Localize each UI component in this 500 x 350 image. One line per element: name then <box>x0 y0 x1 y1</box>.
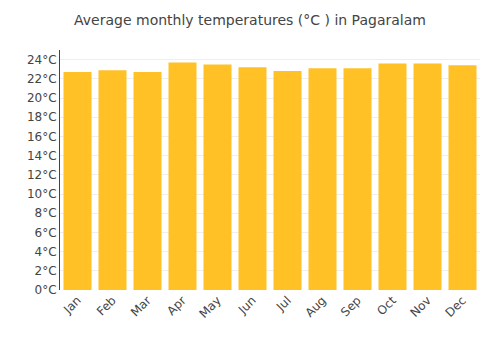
svg-text:Sep: Sep <box>338 293 364 319</box>
svg-text:22°C: 22°C <box>27 72 57 86</box>
svg-text:20°C: 20°C <box>27 91 57 105</box>
svg-text:12°C: 12°C <box>27 168 57 182</box>
svg-text:Apr: Apr <box>164 293 189 318</box>
svg-text:14°C: 14°C <box>27 149 57 163</box>
svg-text:16°C: 16°C <box>27 130 57 144</box>
svg-text:Jan: Jan <box>60 293 84 317</box>
svg-text:May: May <box>196 293 223 320</box>
svg-text:8°C: 8°C <box>35 206 57 220</box>
svg-text:4°C: 4°C <box>35 245 57 259</box>
svg-text:Aug: Aug <box>302 293 328 319</box>
svg-text:10°C: 10°C <box>27 187 57 201</box>
svg-text:0°C: 0°C <box>35 283 57 297</box>
svg-text:Dec: Dec <box>443 293 469 319</box>
svg-text:Jul: Jul <box>273 293 294 314</box>
svg-text:Mar: Mar <box>128 293 154 319</box>
svg-text:24°C: 24°C <box>27 53 57 67</box>
svg-text:Average monthly temperatures (: Average monthly temperatures (°C ) in Pa… <box>74 12 426 28</box>
svg-text:Jun: Jun <box>235 293 259 317</box>
svg-text:Feb: Feb <box>94 293 119 318</box>
svg-text:Nov: Nov <box>407 293 433 319</box>
svg-text:18°C: 18°C <box>27 110 57 124</box>
svg-text:Oct: Oct <box>374 293 399 318</box>
svg-text:6°C: 6°C <box>35 226 57 240</box>
svg-text:2°C: 2°C <box>35 264 57 278</box>
